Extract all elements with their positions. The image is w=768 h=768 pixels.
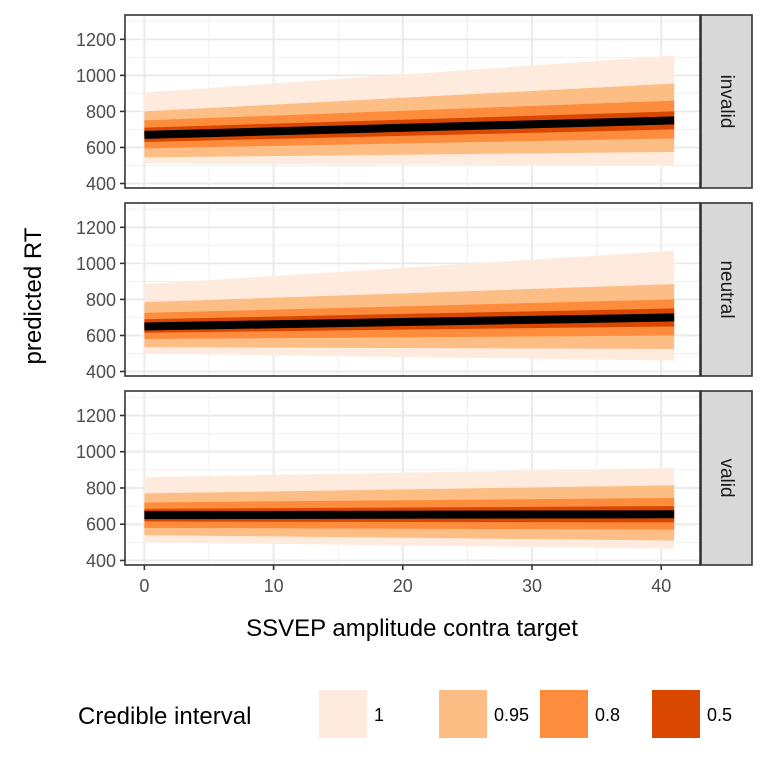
- strip-label: invalid: [716, 75, 737, 129]
- legend-label: 0.5: [707, 705, 732, 725]
- strip-label: valid: [716, 458, 737, 497]
- legend-key: [652, 690, 700, 738]
- x-tick-label: 10: [264, 576, 284, 596]
- strip-background: [700, 390, 753, 566]
- y-axis: 400 600 800 1000 1200: [76, 30, 125, 194]
- y-tick-label: 800: [86, 290, 116, 310]
- panel-neutral: 400 600 800 1000 1200 neutral: [76, 202, 753, 382]
- legend-title: Credible interval: [78, 703, 251, 730]
- y-tick-label: 1200: [76, 218, 116, 238]
- y-tick-label: 1000: [76, 66, 116, 86]
- legend-label: 0.95: [494, 705, 529, 725]
- legend-key: [319, 690, 367, 738]
- panel-border: [124, 14, 701, 189]
- y-axis: 400 600 800 1000 1200: [76, 218, 125, 382]
- x-axis-title: SSVEP amplitude contra target: [246, 615, 578, 642]
- facet-panels: 400 600 800 1000 1200 invalid 400 600 800 1000 120…: [76, 14, 753, 571]
- median-line: [144, 510, 675, 520]
- panel-border: [124, 202, 701, 377]
- y-tick-label: 600: [86, 138, 116, 158]
- strip-background: [700, 202, 753, 377]
- x-tick-label: 40: [651, 576, 671, 596]
- panel-valid: 400 600 800 1000 1200 valid: [76, 390, 753, 571]
- y-tick-label: 600: [86, 515, 116, 535]
- y-tick-label: 400: [86, 551, 116, 571]
- legend: Credible interval 1 0.95 0.8 0.5: [78, 690, 732, 738]
- legend-key: [439, 690, 487, 738]
- legend-label: 0.8: [595, 705, 620, 725]
- y-tick-label: 400: [86, 362, 116, 382]
- y-tick-label: 1000: [76, 254, 116, 274]
- x-axis: 0 10 20 30 40: [139, 565, 671, 596]
- strip-background: [700, 14, 753, 189]
- strip-label: neutral: [716, 260, 737, 318]
- legend-key: [540, 690, 588, 738]
- panel-border: [124, 390, 701, 566]
- median-line: [144, 313, 675, 331]
- x-tick-label: 20: [393, 576, 413, 596]
- y-axis: 400 600 800 1000 1200: [76, 406, 125, 571]
- y-axis-title: predicted RT: [20, 227, 47, 364]
- y-tick-label: 400: [86, 174, 116, 194]
- legend-label: 1: [374, 705, 384, 725]
- panel-invalid: 400 600 800 1000 1200 invalid: [76, 14, 753, 194]
- median-line: [144, 116, 675, 139]
- y-tick-label: 1200: [76, 30, 116, 50]
- y-tick-label: 600: [86, 326, 116, 346]
- y-tick-label: 1000: [76, 442, 116, 462]
- y-tick-label: 1200: [76, 406, 116, 426]
- y-tick-label: 800: [86, 102, 116, 122]
- x-tick-label: 30: [522, 576, 542, 596]
- x-tick-label: 0: [139, 576, 149, 596]
- y-tick-label: 800: [86, 478, 116, 498]
